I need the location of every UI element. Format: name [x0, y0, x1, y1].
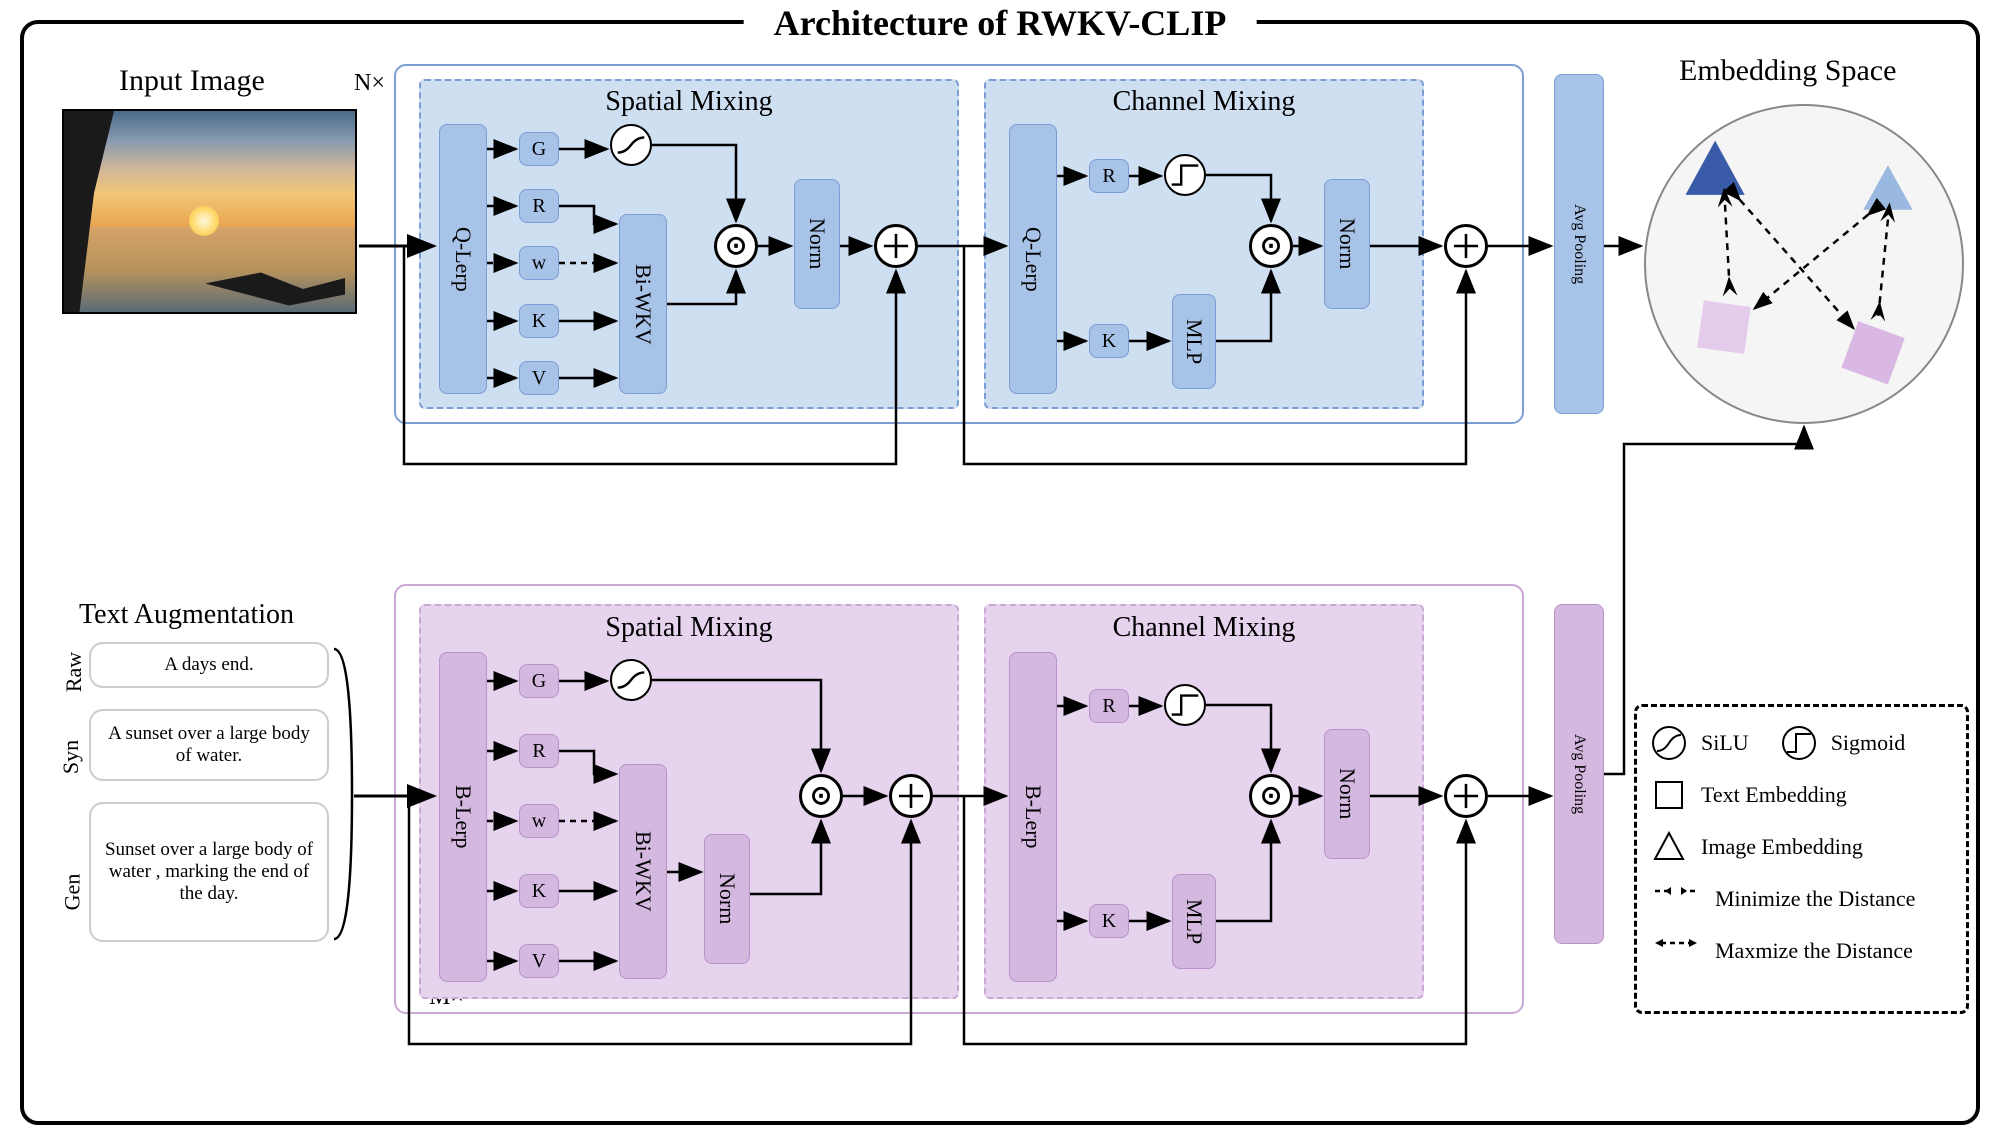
embedding-space [1644, 104, 1964, 424]
image-embedding-dark [1686, 141, 1745, 195]
sigmoid-legend-icon [1781, 725, 1817, 761]
hadamard-op-pcm: ⊙ [1249, 774, 1293, 818]
plus-op-p [889, 774, 933, 818]
diagram-title: Architecture of RWKV-CLIP [744, 2, 1257, 44]
avg-pooling-purple: Avg Pooling [1554, 604, 1604, 944]
raw-text: A days end. [89, 642, 329, 688]
raw-side-label: Raw [61, 652, 87, 692]
bi-wkv-block-p: Bi-WKV [619, 764, 667, 979]
norm-block-cm: Norm [1324, 179, 1370, 309]
input-image [62, 109, 357, 314]
g-block-p: G [519, 664, 559, 698]
input-image-label: Input Image [119, 64, 265, 98]
q-lerp-block-cm: Q-Lerp [1009, 124, 1057, 394]
text-augmentation-label: Text Augmentation [79, 599, 294, 631]
g-block: G [519, 132, 559, 166]
silu-legend-icon [1651, 725, 1687, 761]
plus-op-cm [1444, 224, 1488, 268]
r-block-p: R [519, 734, 559, 768]
img-emb-legend-icon [1651, 829, 1687, 865]
k-block: K [519, 304, 559, 338]
norm-block-p: Norm [704, 834, 750, 964]
text-emb-legend-label: Text Embedding [1701, 782, 1847, 808]
maximize-legend-label: Maxmize the Distance [1715, 938, 1913, 964]
norm-block-pcm: Norm [1324, 729, 1370, 859]
r-block-cm: R [1089, 159, 1129, 193]
maximize-legend-icon [1651, 933, 1701, 969]
sigmoid-icon-p [1164, 684, 1206, 726]
avg-pooling-blue: Avg Pooling [1554, 74, 1604, 414]
syn-side-label: Syn [58, 740, 84, 774]
sigmoid-icon [1164, 154, 1206, 196]
plus-op-pcm [1444, 774, 1488, 818]
silu-icon [610, 124, 652, 166]
img-emb-legend-label: Image Embedding [1701, 834, 1863, 860]
v-block-p: V [519, 944, 559, 978]
spatial-mixing-label-purple: Spatial Mixing [569, 612, 809, 644]
q-lerp-block: Q-Lerp [439, 124, 487, 394]
k-block-cm: K [1089, 324, 1129, 358]
v-block: V [519, 361, 559, 395]
plus-op [874, 224, 918, 268]
silu-legend-label: SiLU [1701, 730, 1749, 756]
hadamard-op-p: ⊙ [799, 774, 843, 818]
k-block-pcm: K [1089, 904, 1129, 938]
mlp-block: MLP [1172, 294, 1216, 389]
text-emb-legend-icon [1651, 777, 1687, 813]
text-embedding-2 [1841, 321, 1904, 384]
channel-mixing-label-blue: Channel Mixing [1084, 86, 1324, 118]
r-block-pcm: R [1089, 689, 1129, 723]
hadamard-op: ⊙ [714, 224, 758, 268]
silu-icon-p [610, 659, 652, 701]
gen-text: Sunset over a large body of water , mark… [89, 802, 329, 942]
minimize-legend-label: Minimize the Distance [1715, 886, 1915, 912]
b-lerp-block: B-Lerp [439, 652, 487, 982]
nx-label: N× [354, 70, 385, 97]
mlp-block-p: MLP [1172, 874, 1216, 969]
minimize-legend-icon [1651, 881, 1701, 917]
spatial-mixing-label-blue: Spatial Mixing [569, 86, 809, 118]
norm-block: Norm [794, 179, 840, 309]
text-embedding-1 [1697, 300, 1751, 354]
image-embedding-light [1863, 165, 1912, 209]
sigmoid-legend-label: Sigmoid [1831, 730, 1906, 756]
embedding-space-label: Embedding Space [1679, 54, 1896, 88]
w-block-p: w [519, 804, 559, 838]
gen-side-label: Gen [59, 874, 85, 911]
b-lerp-block-cm: B-Lerp [1009, 652, 1057, 982]
k-block-p: K [519, 874, 559, 908]
hadamard-op-cm: ⊙ [1249, 224, 1293, 268]
channel-mixing-label-purple: Channel Mixing [1084, 612, 1324, 644]
bi-wkv-block: Bi-WKV [619, 214, 667, 394]
syn-text: A sunset over a large body of water. [89, 709, 329, 781]
r-block: R [519, 189, 559, 223]
legend: SiLU Sigmoid Text Embedding Image Embedd… [1634, 704, 1969, 1014]
w-block: w [519, 246, 559, 280]
spatial-mixing-purple [419, 604, 959, 999]
diagram-frame: Architecture of RWKV-CLIP Input Image N×… [20, 20, 1980, 1125]
